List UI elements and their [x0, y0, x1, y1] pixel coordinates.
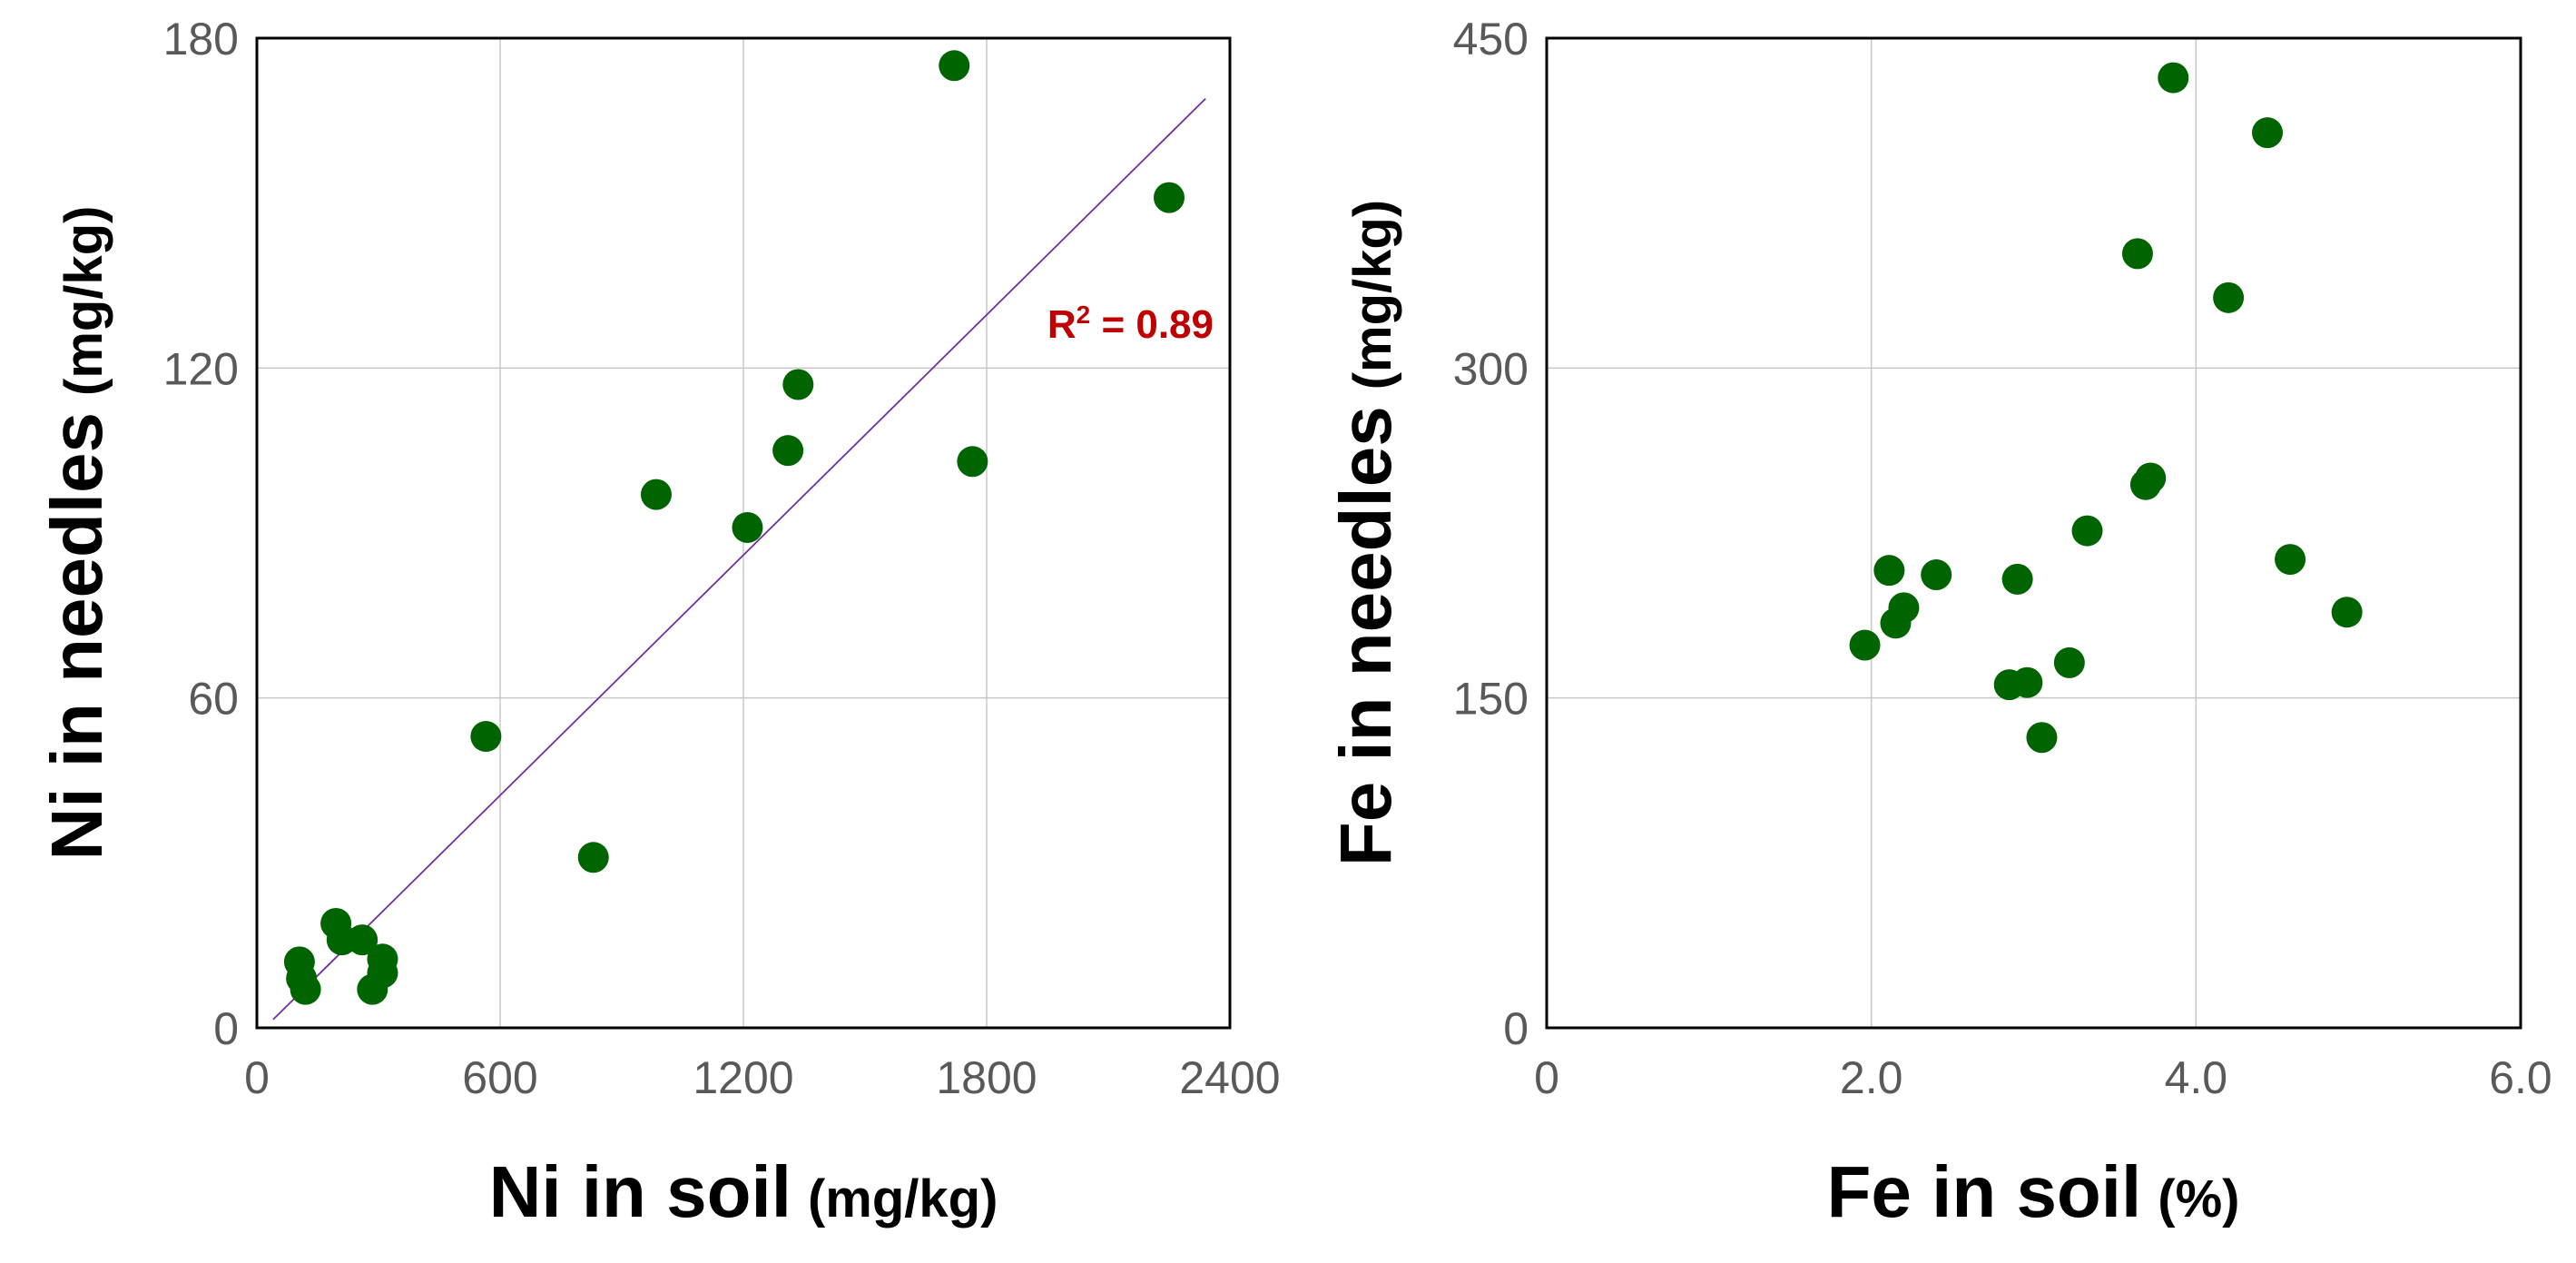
fe-data-point [2275, 544, 2306, 576]
fe-y-tick-label: 300 [1453, 343, 1529, 394]
ni-data-point [347, 924, 379, 956]
ni-data-point [782, 369, 814, 400]
fe-y-axis-label: Fe in needles(mg/kg) [1325, 200, 1406, 866]
fe-data-point [2331, 597, 2363, 628]
fe-data-point [2213, 281, 2245, 313]
ni-data-point [957, 446, 988, 478]
fe-y-tick-label: 450 [1453, 14, 1529, 64]
ni-y-tick-label: 120 [163, 343, 239, 394]
ni-x-tick-label: 1200 [693, 1052, 793, 1103]
ni-x-tick-label: 0 [244, 1052, 270, 1103]
fe-data-point [2158, 62, 2189, 94]
fe-x-tick-label: 2.0 [1840, 1052, 1903, 1103]
fe-x-axis-label: Fe in soil (%) [1827, 1151, 2240, 1232]
ni-y-tick-label: 180 [163, 14, 239, 64]
ni-data-point [367, 943, 398, 975]
fe-y-tick-label: 0 [1503, 1003, 1529, 1054]
ni-data-point [1154, 182, 1185, 213]
ni-plot-frame [255, 36, 1232, 1030]
fe-plot-frame [1545, 36, 2522, 1030]
ni-data-point [470, 721, 502, 753]
ni-y-axis-label: Ni in needles(mg/kg) [36, 206, 117, 861]
fe-data-point [2252, 117, 2284, 149]
fe-data-point [2135, 462, 2167, 494]
ni-data-point [290, 973, 321, 1005]
fe-y-tick-labels: 0 150 300 450 [1453, 14, 1529, 1054]
ni-regression-line [272, 97, 1206, 1021]
ni-data-point [640, 479, 672, 510]
fe-data-point [2026, 722, 2058, 754]
fe-data-point [1921, 559, 1952, 591]
ni-data-point [577, 842, 609, 873]
fe-points [1849, 62, 2363, 754]
fe-x-tick-label: 0 [1534, 1052, 1559, 1103]
fe-data-point [2011, 666, 2043, 698]
ni-x-tick-labels: 0 600 1200 1800 2400 [244, 1052, 1281, 1103]
ni-y-tick-label: 0 [213, 1003, 239, 1054]
ni-points [283, 50, 1185, 1005]
fe-x-tick-label: 6.0 [2489, 1052, 2552, 1103]
fe-data-point [2121, 238, 2153, 270]
ni-data-point [939, 50, 970, 82]
fe-grid [1547, 38, 2521, 1028]
fe-x-tick-labels: 0 2.0 4.0 6.0 [1534, 1052, 2552, 1103]
ni-x-axis-label: Ni in soil (mg/kg) [489, 1151, 998, 1232]
fe-data-point [2071, 515, 2103, 547]
ni-x-tick-label: 2400 [1179, 1052, 1280, 1103]
fe-data-point [2053, 646, 2085, 678]
fe-data-point [1849, 629, 1881, 661]
fe-data-point [2001, 563, 2033, 595]
fe-x-tick-label: 4.0 [2165, 1052, 2228, 1103]
fe-data-point [1873, 555, 1905, 587]
fe-data-point [1888, 592, 1920, 624]
ni-data-point [772, 435, 804, 467]
fe-y-tick-label: 150 [1453, 674, 1529, 725]
ni-grid [257, 38, 1230, 1028]
ni-r2-superscript: 2 [1077, 301, 1091, 329]
fe-scatter-panel: 0 2.0 4.0 6.0 0 150 300 450 Fe in soil (%) Fe i… [1325, 14, 2552, 1232]
ni-y-tick-label: 60 [188, 674, 239, 725]
ni-data-point [732, 511, 763, 543]
ni-r2-annotation: R2 = 0.89 [1047, 301, 1214, 347]
ni-y-tick-labels: 0 60 120 180 [163, 14, 239, 1054]
ni-scatter-panel: 0 600 1200 1800 2400 0 60 120 180 R2 = 0.89 Ni … [36, 14, 1281, 1232]
ni-x-tick-label: 600 [462, 1052, 537, 1103]
ni-x-tick-label: 1800 [936, 1052, 1037, 1103]
